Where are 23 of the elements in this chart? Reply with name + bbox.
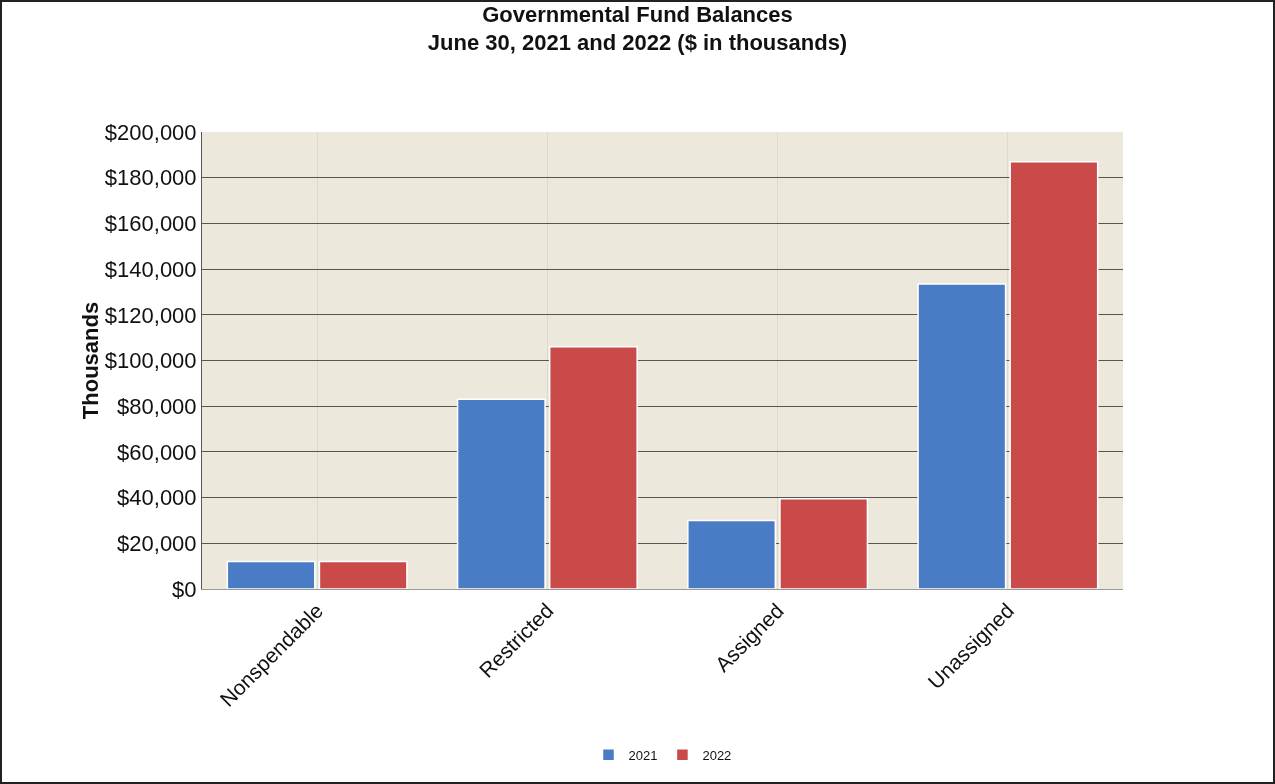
bar (226, 560, 316, 589)
y-tick-label: $80,000 (117, 393, 197, 419)
bar (687, 519, 777, 589)
y-tick-label: $0 (172, 576, 197, 602)
legend-label: 2022 (702, 747, 732, 763)
y-tick-label: $160,000 (104, 211, 197, 237)
bar (548, 346, 638, 589)
y-tick-label: $140,000 (104, 256, 197, 282)
y-tick-label: $60,000 (117, 439, 197, 465)
y-tick-label: $180,000 (104, 165, 197, 191)
legend-label: 2021 (628, 747, 658, 763)
bar (779, 497, 869, 589)
bar (917, 283, 1007, 589)
y-tick-label: $20,000 (117, 531, 197, 556)
bar (1009, 160, 1099, 589)
y-tick-label: $40,000 (117, 485, 197, 511)
y-tick-label: $200,000 (104, 119, 197, 145)
y-axis-title: Thousands (77, 301, 103, 420)
bar (456, 398, 546, 589)
bar (318, 560, 408, 589)
y-tick-label: $120,000 (104, 302, 197, 328)
y-tick-label: $100,000 (104, 348, 197, 374)
chart-title: Governmental Fund Balances June 30, 2021 and 2022 ($ in thousands) (427, 1, 848, 56)
